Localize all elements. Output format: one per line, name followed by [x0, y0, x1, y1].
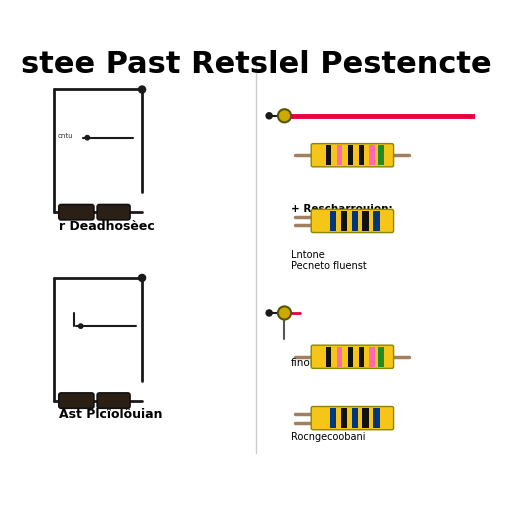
Circle shape — [266, 310, 272, 316]
Bar — [348, 347, 353, 367]
Bar — [378, 145, 383, 165]
Text: finomenc-: finomenc- — [291, 357, 344, 368]
Circle shape — [278, 306, 291, 319]
FancyBboxPatch shape — [311, 143, 394, 167]
Bar — [340, 211, 347, 231]
Bar — [340, 408, 347, 428]
Bar — [378, 347, 383, 367]
Text: r Deadhosèec: r Deadhosèec — [59, 220, 155, 233]
Circle shape — [266, 113, 272, 119]
Bar — [348, 145, 353, 165]
Bar — [330, 211, 336, 231]
Bar — [336, 145, 342, 165]
Bar — [326, 347, 331, 367]
Text: Lntone
Pecneto fluenst: Lntone Pecneto fluenst — [291, 249, 367, 271]
FancyBboxPatch shape — [311, 345, 394, 369]
Bar — [370, 145, 375, 165]
Circle shape — [85, 136, 90, 140]
Circle shape — [139, 86, 145, 93]
Circle shape — [139, 274, 145, 282]
Bar — [352, 211, 358, 231]
FancyBboxPatch shape — [311, 209, 394, 232]
Bar — [326, 145, 331, 165]
Bar — [352, 408, 358, 428]
FancyBboxPatch shape — [59, 393, 94, 408]
Bar — [362, 408, 369, 428]
Text: Ast Plcîolôuian: Ast Plcîolôuian — [59, 408, 162, 421]
Text: cntu: cntu — [58, 133, 74, 139]
FancyBboxPatch shape — [311, 407, 394, 430]
Bar — [370, 347, 375, 367]
FancyBboxPatch shape — [97, 204, 130, 220]
Text: + Rescharrouion:: + Rescharrouion: — [291, 204, 393, 214]
Bar — [336, 347, 342, 367]
Text: stee Past Retslel Pestencte: stee Past Retslel Pestencte — [20, 50, 492, 79]
Text: Rocngecoobani: Rocngecoobani — [291, 432, 366, 442]
Bar — [358, 145, 364, 165]
Circle shape — [78, 324, 83, 328]
Bar — [330, 408, 336, 428]
Circle shape — [278, 109, 291, 122]
FancyBboxPatch shape — [59, 204, 94, 220]
Bar — [373, 408, 379, 428]
Bar — [362, 211, 369, 231]
Bar — [358, 347, 364, 367]
Bar — [373, 211, 379, 231]
FancyBboxPatch shape — [97, 393, 130, 408]
